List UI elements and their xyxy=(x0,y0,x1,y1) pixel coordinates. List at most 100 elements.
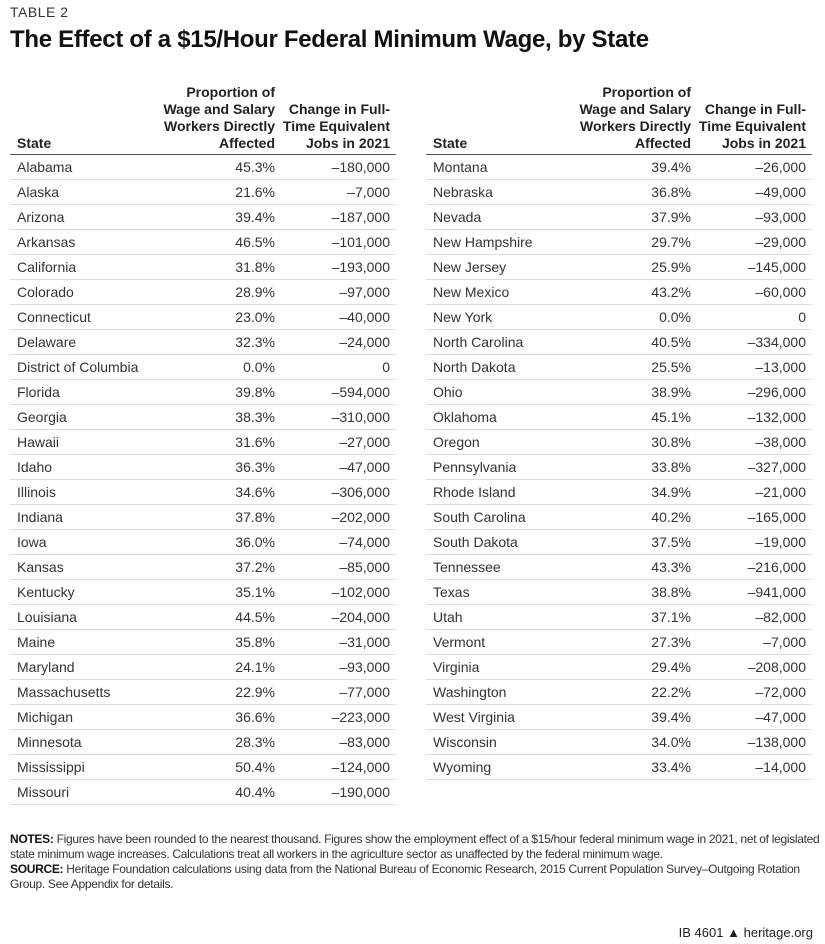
cell-proportion: 34.0% xyxy=(651,734,691,750)
table-header: State Proportion of Wage and Salary Work… xyxy=(426,84,812,155)
table-row: Utah 37.1% –82,000 xyxy=(426,605,812,630)
cell-proportion: 50.4% xyxy=(235,759,275,775)
cell-change: –208,000 xyxy=(747,659,806,675)
table-row: Missouri 40.4% –190,000 xyxy=(10,780,396,805)
cell-state: Pennsylvania xyxy=(433,459,517,475)
cell-change: –180,000 xyxy=(331,159,390,175)
cell-state: Idaho xyxy=(17,459,53,475)
site-link[interactable]: heritage.org xyxy=(743,925,813,940)
table-label: TABLE 2 xyxy=(10,4,69,20)
cell-change: –202,000 xyxy=(331,509,390,525)
header-proportion: Proportion of Wage and Salary Workers Di… xyxy=(579,84,691,151)
cell-change: –47,000 xyxy=(339,459,390,475)
cell-proportion: 43.3% xyxy=(651,559,691,575)
table-row: South Dakota 37.5% –19,000 xyxy=(426,530,812,555)
cell-state: Louisiana xyxy=(17,609,77,625)
cell-state: Tennessee xyxy=(433,559,501,575)
cell-proportion: 46.5% xyxy=(235,234,275,250)
header-change: Change in Full-Time Equivalent Jobs in 2… xyxy=(698,101,806,151)
cell-state: Iowa xyxy=(17,534,47,550)
cell-state: Mississippi xyxy=(17,759,85,775)
cell-proportion: 37.2% xyxy=(235,559,275,575)
cell-state: Kentucky xyxy=(17,584,75,600)
cell-change: –124,000 xyxy=(331,759,390,775)
cell-change: –49,000 xyxy=(755,184,806,200)
table-row: North Dakota 25.5% –13,000 xyxy=(426,355,812,380)
cell-change: –145,000 xyxy=(747,259,806,275)
cell-change: –31,000 xyxy=(339,634,390,650)
table-right: State Proportion of Wage and Salary Work… xyxy=(426,84,812,780)
cell-state: Indiana xyxy=(17,509,63,525)
table-row: Washington 22.2% –72,000 xyxy=(426,680,812,705)
cell-change: –72,000 xyxy=(755,684,806,700)
cell-state: Oklahoma xyxy=(433,409,497,425)
notes-text: Figures have been rounded to the nearest… xyxy=(10,832,820,861)
cell-proportion: 35.1% xyxy=(235,584,275,600)
cell-state: Kansas xyxy=(17,559,64,575)
cell-proportion: 37.9% xyxy=(651,209,691,225)
table-row: Kentucky 35.1% –102,000 xyxy=(10,580,396,605)
cell-state: Nevada xyxy=(433,209,482,225)
table-row: Virginia 29.4% –208,000 xyxy=(426,655,812,680)
cell-change: –40,000 xyxy=(339,309,390,325)
cell-proportion: 24.1% xyxy=(235,659,275,675)
cell-proportion: 28.9% xyxy=(235,284,275,300)
cell-proportion: 36.3% xyxy=(235,459,275,475)
cell-state: Rhode Island xyxy=(433,484,516,500)
cell-state: West Virginia xyxy=(433,709,515,725)
cell-change: –19,000 xyxy=(755,534,806,550)
cell-proportion: 38.8% xyxy=(651,584,691,600)
cell-state: Montana xyxy=(433,159,488,175)
cell-state: Washington xyxy=(433,684,507,700)
cell-state: Maine xyxy=(17,634,56,650)
table-row: Oklahoma 45.1% –132,000 xyxy=(426,405,812,430)
header-state: State xyxy=(433,135,468,151)
table-row: Tennessee 43.3% –216,000 xyxy=(426,555,812,580)
cell-change: –93,000 xyxy=(755,209,806,225)
cell-proportion: 39.8% xyxy=(235,384,275,400)
cell-change: –97,000 xyxy=(339,284,390,300)
cell-change: –216,000 xyxy=(747,559,806,575)
cell-state: Ohio xyxy=(433,384,463,400)
table-row: Alabama 45.3% –180,000 xyxy=(10,155,396,180)
cell-proportion: 30.8% xyxy=(651,434,691,450)
cell-proportion: 23.0% xyxy=(235,309,275,325)
cell-change: –187,000 xyxy=(331,209,390,225)
table-row: Ohio 38.9% –296,000 xyxy=(426,380,812,405)
cell-change: –132,000 xyxy=(747,409,806,425)
cell-proportion: 45.1% xyxy=(651,409,691,425)
cell-state: District of Columbia xyxy=(17,359,139,375)
cell-change: –190,000 xyxy=(331,784,390,800)
table-left: State Proportion of Wage and Salary Work… xyxy=(10,84,396,805)
report-id: IB 4601 xyxy=(678,925,724,940)
cell-change: –306,000 xyxy=(331,484,390,500)
cell-state: Delaware xyxy=(17,334,77,350)
table-row: Wyoming 33.4% –14,000 xyxy=(426,755,812,780)
cell-change: –74,000 xyxy=(339,534,390,550)
table-row: South Carolina 40.2% –165,000 xyxy=(426,505,812,530)
cell-proportion: 44.5% xyxy=(235,609,275,625)
cell-proportion: 29.7% xyxy=(651,234,691,250)
cell-change: –27,000 xyxy=(339,434,390,450)
table-row: West Virginia 39.4% –47,000 xyxy=(426,705,812,730)
cell-proportion: 36.0% xyxy=(235,534,275,550)
table-row: Connecticut 23.0% –40,000 xyxy=(10,305,396,330)
cell-proportion: 22.9% xyxy=(235,684,275,700)
cell-proportion: 29.4% xyxy=(651,659,691,675)
source-text: Heritage Foundation calculations using d… xyxy=(10,862,800,891)
cell-change: –296,000 xyxy=(747,384,806,400)
table-row: New York 0.0% 0 xyxy=(426,305,812,330)
cell-change: –7,000 xyxy=(347,184,390,200)
cell-state: Oregon xyxy=(433,434,480,450)
cell-state: California xyxy=(17,259,77,275)
cell-state: Texas xyxy=(433,584,470,600)
cell-change: –310,000 xyxy=(331,409,390,425)
cell-change: –193,000 xyxy=(331,259,390,275)
cell-state: New Jersey xyxy=(433,259,507,275)
cell-state: Virginia xyxy=(433,659,480,675)
table-row: Pennsylvania 33.8% –327,000 xyxy=(426,455,812,480)
cell-state: Georgia xyxy=(17,409,67,425)
cell-state: Maryland xyxy=(17,659,75,675)
cell-state: Florida xyxy=(17,384,60,400)
cell-proportion: 35.8% xyxy=(235,634,275,650)
